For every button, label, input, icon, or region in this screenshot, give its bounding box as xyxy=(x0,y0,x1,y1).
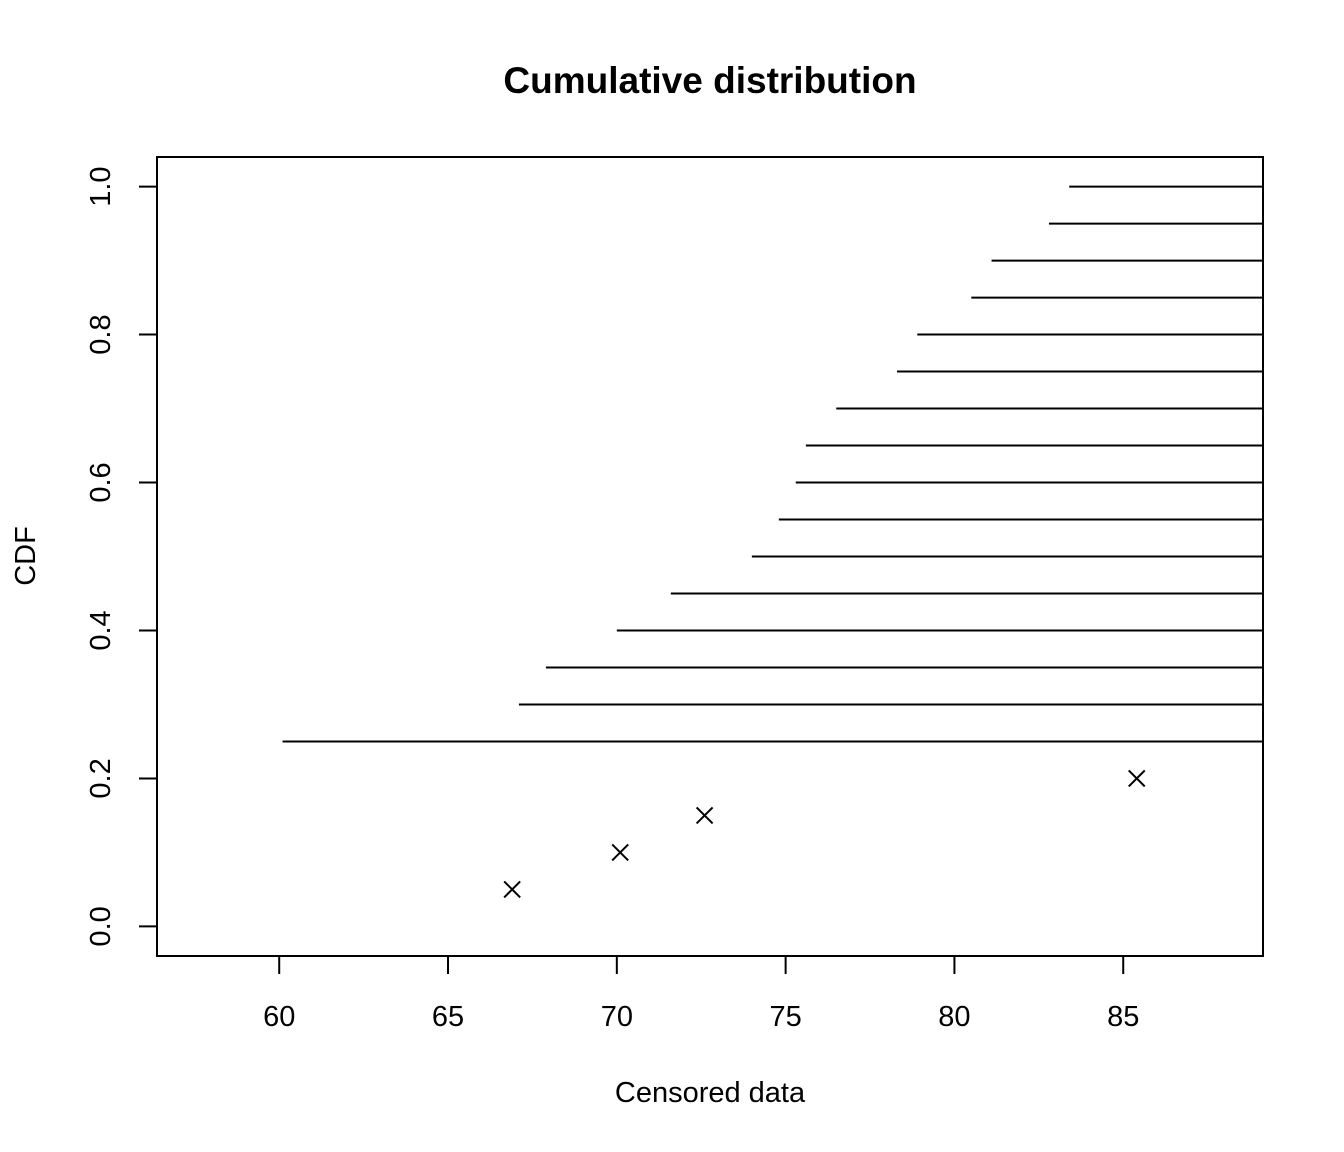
data-point-stroke xyxy=(611,843,629,862)
data-point-stroke xyxy=(503,880,521,899)
y-tick-label: 0.6 xyxy=(85,462,117,502)
data-point xyxy=(503,880,521,899)
x-tick-label: 85 xyxy=(1107,1001,1139,1033)
data-point xyxy=(611,843,629,862)
y-tick-label: 1.0 xyxy=(85,166,117,206)
data-point-stroke xyxy=(1128,769,1146,788)
y-tick-label: 0.4 xyxy=(85,610,117,650)
y-tick-label: 0.8 xyxy=(85,314,117,354)
x-axis: 60 65 70 75 80 85 xyxy=(263,955,1139,1033)
y-axis: 0.0 0.2 0.4 0.6 0.8 1.0 xyxy=(85,166,158,947)
x-tick-label: 65 xyxy=(432,1001,464,1033)
y-axis-label: CDF xyxy=(10,526,42,586)
x-tick-label: 80 xyxy=(938,1001,970,1033)
chart-title: Cumulative distribution xyxy=(503,60,916,101)
x-axis-label: Censored data xyxy=(615,1077,806,1109)
y-tick-label: 0.0 xyxy=(85,906,117,946)
y-tick-label: 0.2 xyxy=(85,758,117,798)
censored-segments xyxy=(282,185,1263,743)
observed-points xyxy=(503,769,1146,899)
data-point xyxy=(695,806,714,825)
data-point xyxy=(1128,769,1146,788)
x-tick-label: 70 xyxy=(601,1001,633,1033)
x-tick-label: 75 xyxy=(769,1001,801,1033)
x-tick-label: 60 xyxy=(263,1001,295,1033)
data-point-stroke xyxy=(695,806,714,825)
